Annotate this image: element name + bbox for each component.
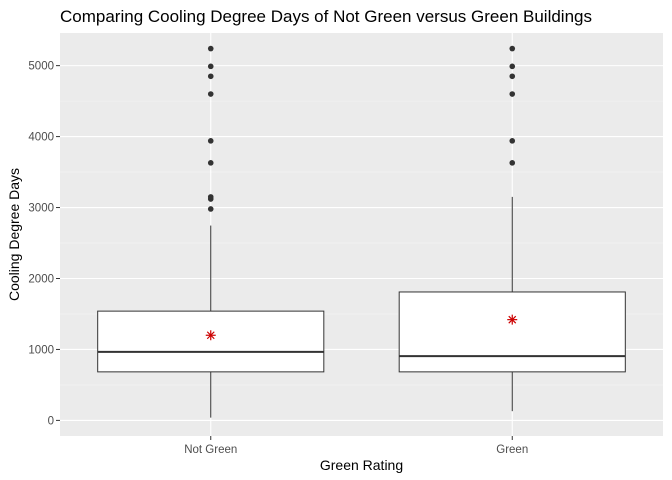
mean-marker [205, 330, 216, 341]
outlier-point [207, 91, 214, 97]
outlier-point [509, 73, 516, 80]
y-tick-label: 1000 [28, 344, 54, 356]
mean-marker-stroke [206, 331, 215, 340]
outlier-point [509, 45, 516, 52]
y-axis: 0 1000 2000 3000 4000 5000 [28, 61, 60, 427]
outlier-point [207, 45, 214, 52]
outlier-point [207, 138, 214, 144]
box-green [398, 45, 626, 412]
y-tick-label: 5000 [28, 61, 54, 73]
mean-marker-stroke [508, 315, 517, 324]
outlier-point [509, 63, 516, 70]
box-not-green [97, 45, 325, 418]
outlier-point [509, 160, 516, 166]
y-tick-label: 3000 [28, 203, 54, 215]
outlier-point [509, 138, 516, 144]
x-tick-label: Green [496, 444, 528, 456]
chart-title: Comparing Cooling Degree Days of Not Gre… [60, 7, 592, 26]
boxplots [97, 45, 626, 418]
x-axis: Not Green Green [184, 436, 528, 456]
outlier-point [207, 73, 214, 80]
plot-panel [60, 33, 663, 436]
outlier-point [509, 91, 516, 97]
outlier-point [207, 160, 214, 166]
mean-marker [507, 314, 518, 325]
y-tick-label: 0 [48, 415, 54, 427]
x-tick-label: Not Green [184, 444, 237, 456]
outlier-point [207, 206, 214, 212]
x-axis-title: Green Rating [320, 457, 403, 473]
y-tick-label: 4000 [28, 132, 54, 144]
iqr-box [398, 291, 626, 373]
y-tick-label: 2000 [28, 273, 54, 285]
iqr-box [97, 310, 325, 373]
outlier-point [207, 194, 214, 200]
outlier-point [207, 63, 214, 70]
y-axis-title: Cooling Degree Days [6, 168, 22, 301]
